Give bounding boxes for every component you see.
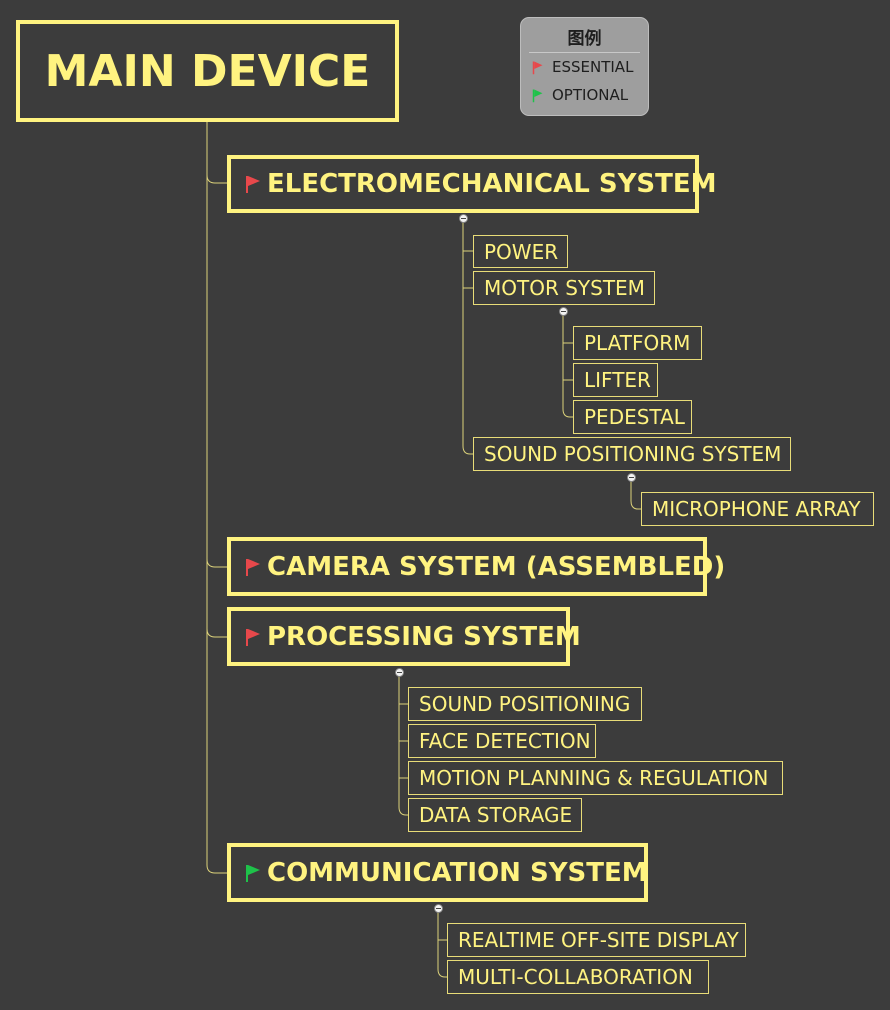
subtopic-lifter[interactable]: LIFTER [573,363,658,397]
collapse-toggle-motor-system[interactable] [559,307,568,316]
topic-camera-system[interactable]: CAMERA SYSTEM (ASSEMBLED) [227,537,725,596]
subtopic-motion-planning-regulation[interactable]: MOTION PLANNING & REGULATION [408,761,783,795]
subtopic-label: MOTION PLANNING & REGULATION [419,766,769,790]
topic-communication-system[interactable]: COMMUNICATION SYSTEM [227,843,648,902]
subtopic-pedestal[interactable]: PEDESTAL [573,400,692,434]
subtopic-power[interactable]: POWER [473,235,568,268]
subtopic-multi-collaboration[interactable]: MULTI-COLLABORATION [447,960,709,994]
topic-processing-system[interactable]: PROCESSING SYSTEM [227,607,581,666]
subtopic-platform[interactable]: PLATFORM [573,326,702,360]
topic-electromechanical-system[interactable]: ELECTROMECHANICAL SYSTEM [227,155,717,213]
subtopic-label: SOUND POSITIONING SYSTEM [484,442,782,466]
subtopic-label: POWER [484,239,559,264]
subtopic-label: PEDESTAL [584,405,685,429]
red-flag-icon [246,176,260,193]
collapse-toggle-communication-system[interactable] [434,904,443,913]
subtopic-motor-system[interactable]: MOTOR SYSTEM [473,271,655,305]
legend-label-essential: ESSENTIAL [552,58,634,76]
legend-item-essential: ESSENTIAL [521,53,648,81]
subtopic-label: PLATFORM [584,331,691,355]
collapse-toggle-processing-system[interactable] [395,668,404,677]
red-flag-icon [246,628,260,646]
red-flag-icon [246,558,260,576]
root-node-label: MAIN DEVICE [44,45,371,97]
green-flag-icon [532,89,543,102]
subtopic-data-storage[interactable]: DATA STORAGE [408,798,582,832]
red-flag-icon [532,61,543,74]
subtopic-label: REALTIME OFF-SITE DISPLAY [458,928,739,952]
legend-panel: 图例 ESSENTIAL OPTIONAL [520,17,649,116]
topic-label: COMMUNICATION SYSTEM [267,857,648,888]
topic-label: ELECTROMECHANICAL SYSTEM [267,169,717,199]
topic-label: CAMERA SYSTEM (ASSEMBLED) [267,551,726,582]
subtopic-label: FACE DETECTION [419,729,591,753]
subtopic-sound-positioning-system[interactable]: SOUND POSITIONING SYSTEM [473,437,791,471]
green-flag-icon [246,864,260,882]
root-node-main-device[interactable]: MAIN DEVICE [16,20,399,122]
legend-title: 图例 [529,18,640,53]
legend-item-optional: OPTIONAL [521,81,648,109]
subtopic-label: SOUND POSITIONING [419,692,631,716]
subtopic-label: MULTI-COLLABORATION [458,965,693,989]
subtopic-label: MICROPHONE ARRAY [652,497,861,521]
subtopic-label: LIFTER [584,368,651,392]
subtopic-sound-positioning[interactable]: SOUND POSITIONING [408,687,642,721]
subtopic-label: DATA STORAGE [419,803,573,827]
collapse-toggle-electromechanical[interactable] [459,214,468,223]
subtopic-microphone-array[interactable]: MICROPHONE ARRAY [641,492,874,526]
subtopic-face-detection[interactable]: FACE DETECTION [408,724,596,758]
subtopic-label: MOTOR SYSTEM [484,276,645,300]
topic-label: PROCESSING SYSTEM [267,621,581,652]
legend-label-optional: OPTIONAL [552,86,629,104]
subtopic-realtime-off-site-display[interactable]: REALTIME OFF-SITE DISPLAY [447,923,746,957]
collapse-toggle-sound-positioning-system[interactable] [627,473,636,482]
